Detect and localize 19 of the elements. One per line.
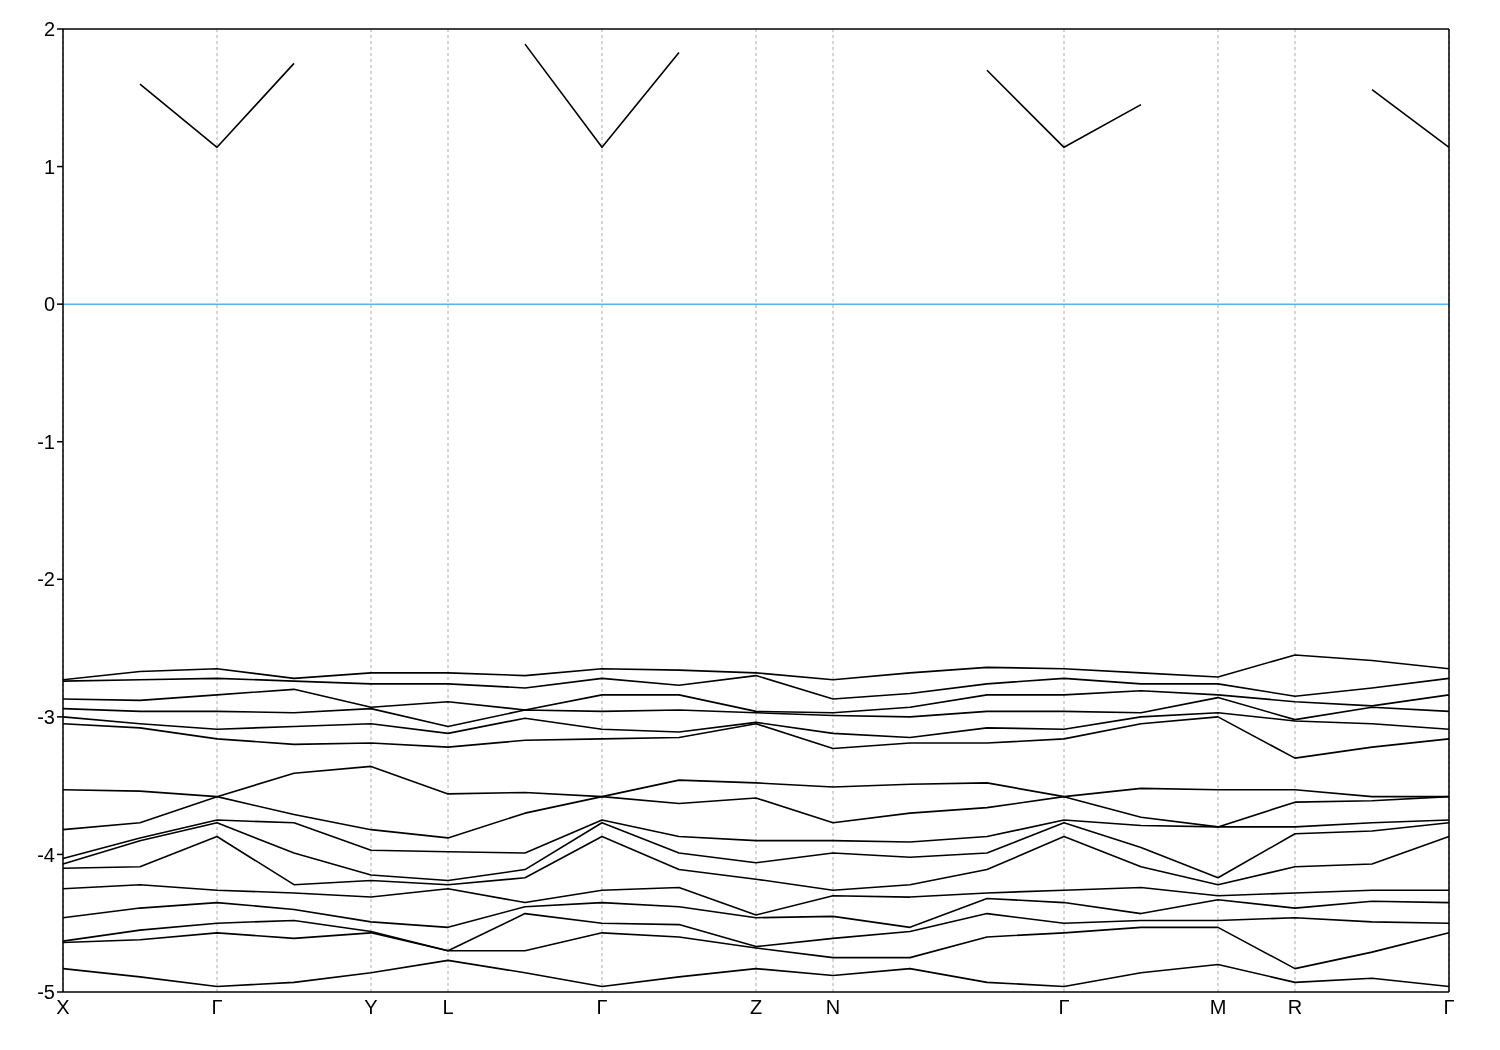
y-tick-label: -2 bbox=[37, 568, 55, 591]
y-tick-label: 0 bbox=[43, 293, 55, 316]
y-tick-label: 2 bbox=[43, 18, 55, 41]
x-tick-label: X bbox=[56, 996, 70, 1019]
x-tick-label: Y bbox=[364, 996, 378, 1019]
x-tick-label: M bbox=[1209, 996, 1227, 1019]
x-tick-label: Γ bbox=[1058, 996, 1070, 1019]
y-tick-label: -5 bbox=[37, 981, 55, 1004]
y-tick-label: -4 bbox=[37, 843, 55, 866]
x-tick-label: N bbox=[825, 996, 841, 1019]
x-tick-label: Γ bbox=[1443, 996, 1455, 1019]
y-tick-label: -1 bbox=[37, 430, 55, 453]
x-tick-label: Γ bbox=[211, 996, 223, 1019]
x-tick-label: L bbox=[442, 996, 454, 1019]
x-tick-label: Z bbox=[749, 996, 763, 1019]
x-tick-label: R bbox=[1287, 996, 1303, 1019]
y-tick-label: -3 bbox=[37, 705, 55, 728]
y-tick-label: 1 bbox=[43, 155, 55, 178]
x-tick-label: Γ bbox=[596, 996, 608, 1019]
